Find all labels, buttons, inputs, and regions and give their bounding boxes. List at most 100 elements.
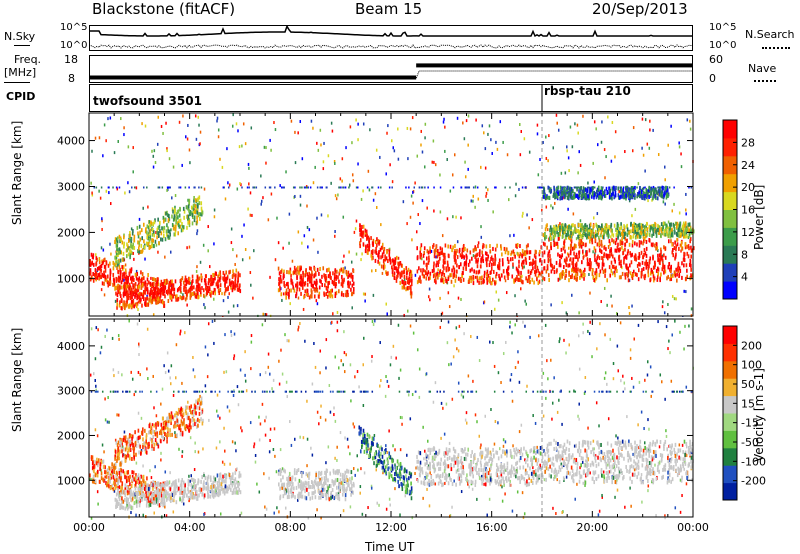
echo-band-1-point: [152, 221, 154, 226]
echo-band-5-point: [501, 252, 503, 257]
echo-band-5-point: [525, 244, 528, 249]
noise-point: [610, 294, 612, 298]
noise-point: [224, 333, 226, 337]
echo-band-6-point: [675, 267, 677, 272]
echo-band-2-point: [172, 294, 174, 299]
echo-band-7-point: [679, 221, 681, 226]
echo-band-5-point: [461, 271, 464, 276]
echo-band-0-point: [92, 278, 95, 283]
echo-band-7-point: [586, 224, 588, 229]
echo-band-1-point: [175, 220, 177, 225]
echo-band-8-point: [636, 191, 639, 196]
echo-band-8-point: [620, 188, 623, 193]
noise-point: [317, 148, 320, 152]
echo-band-1-point: [198, 195, 201, 200]
echo-band-8-point: [559, 196, 561, 201]
echo-band-7-point: [542, 233, 545, 238]
noise-point: [431, 160, 434, 164]
echo-band-2-point: [168, 283, 170, 288]
noise-point: [312, 238, 315, 242]
noise-point: [545, 156, 548, 160]
echo-band-2-point: [169, 283, 172, 288]
echo-band-5-point: [519, 278, 522, 283]
echo-band-2-point: [122, 293, 125, 298]
noise-point: [390, 355, 393, 359]
echo-band-4-point: [376, 243, 378, 248]
echo-band-6-point: [618, 261, 621, 266]
echo-band-6-point: [581, 260, 583, 265]
noise-point: [575, 237, 578, 241]
echo-band-2-point: [185, 292, 188, 297]
noise-point: [439, 296, 441, 300]
echo-band-8-point: [622, 187, 625, 192]
noise-point: [528, 476, 530, 480]
echo-band-7-point: [630, 221, 632, 226]
noise-point: [575, 252, 578, 256]
noise-point: [370, 359, 373, 363]
echo-band-8-point: [626, 192, 629, 197]
echo-band-7-point: [643, 232, 646, 237]
echo-band-7-point: [577, 234, 579, 239]
nave-tick-top: 60: [709, 53, 723, 66]
noise-point: [444, 481, 446, 485]
echo-band-0-point: [157, 277, 159, 282]
echo-band-8-point: [544, 196, 547, 201]
echo-band-2-point: [159, 287, 162, 292]
echo-band-1-point: [115, 243, 118, 248]
echo-band-0-point: [109, 268, 112, 273]
noise-point: [350, 399, 352, 403]
noise-point: [514, 323, 516, 327]
echo-band-6-point: [623, 260, 625, 265]
noise-point: [611, 304, 613, 308]
echo-band-3-point: [293, 288, 296, 293]
echo-band-2-point: [171, 279, 173, 284]
echo-band-7-point: [620, 225, 622, 230]
echo-band-2-point: [195, 292, 198, 297]
echo-band-5-point: [451, 268, 453, 273]
echo-band-0-point: [137, 288, 139, 293]
echo-band-1-point: [118, 258, 120, 263]
noise-point: [419, 222, 421, 226]
echo-band-8-point: [582, 186, 585, 191]
echo-band-8-point: [622, 193, 624, 198]
echo-band-5-point: [486, 280, 489, 285]
noise-point: [285, 380, 288, 384]
echo-band-2-point: [197, 295, 199, 300]
echo-band-1-point: [164, 237, 167, 242]
echo-band-8-point: [573, 195, 575, 200]
echo-band-7-point: [633, 221, 635, 226]
echo-band-6-point: [545, 269, 548, 274]
echo-band-8-point: [611, 196, 613, 201]
echo-band-5-point: [521, 253, 523, 258]
echo-band-7-point: [598, 235, 600, 240]
echo-band-7-point: [574, 224, 576, 229]
echo-band-5-point: [422, 268, 424, 273]
echo-band-0-point: [89, 271, 92, 276]
noise-point: [430, 249, 433, 253]
echo-band-2-point: [203, 293, 205, 298]
echo-band-1-point: [126, 247, 129, 252]
echo-band-8-point: [656, 196, 659, 201]
echo-band-6-point: [669, 277, 671, 282]
noise-point: [504, 279, 507, 283]
echo-band-5-point: [515, 266, 518, 271]
echo-band-8-point: [567, 194, 570, 199]
echo-band-6-point: [637, 268, 640, 273]
echo-band-1-point: [142, 222, 145, 227]
echo-band-7-point: [652, 228, 654, 233]
echo-band-5-point: [418, 278, 420, 283]
echo-band-5-point: [423, 260, 425, 265]
echo-band-6-point: [572, 257, 575, 262]
echo-band-1-point: [187, 220, 189, 225]
echo-band-1-point: [147, 236, 149, 241]
echo-band-3-point: [291, 281, 294, 286]
range-echo-point: [690, 186, 692, 189]
noise-point: [578, 311, 580, 315]
echo-band-0-point: [156, 287, 159, 292]
noise-point: [624, 505, 626, 509]
echo-band-2-point: [149, 281, 152, 286]
echo-band-0-point: [92, 253, 95, 258]
echo-band-8-point: [601, 194, 603, 199]
echo-band-7-point: [567, 227, 570, 232]
noise-point: [151, 149, 153, 153]
